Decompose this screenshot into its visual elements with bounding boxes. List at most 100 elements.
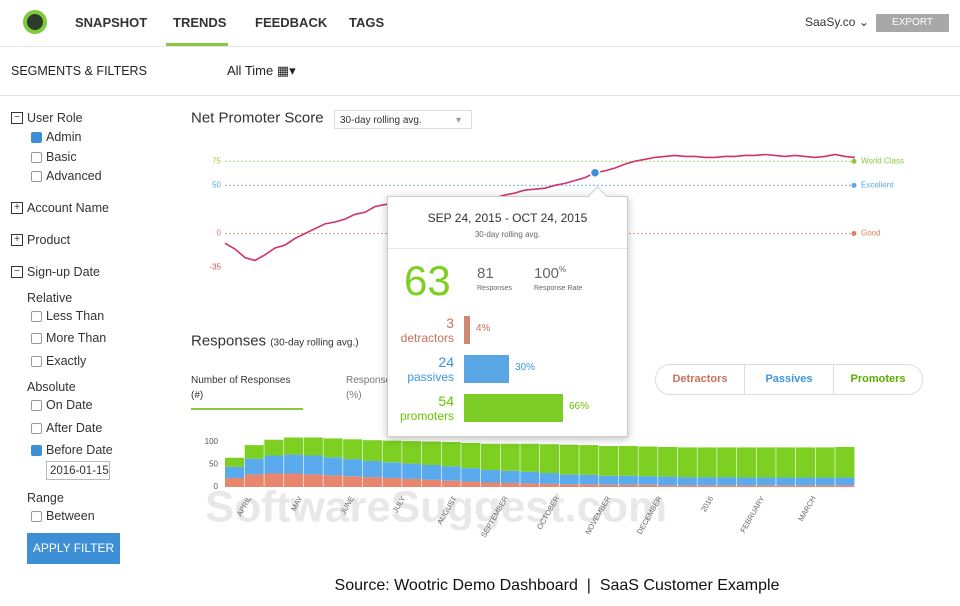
- checkbox[interactable]: [31, 422, 42, 434]
- rolling-select[interactable]: 30-day rolling avg. ▾: [334, 110, 472, 129]
- bar-segment: [421, 479, 441, 487]
- bar-segment: [284, 454, 304, 474]
- bar-segment: [225, 478, 245, 487]
- bar-segment: [835, 485, 855, 487]
- bar-segment: [815, 447, 835, 478]
- bar-segment: [559, 474, 579, 485]
- bar-segment: [697, 447, 717, 478]
- bar-segment: [835, 446, 855, 478]
- bar-segment: [717, 447, 737, 478]
- bar-segment: [520, 443, 540, 472]
- bar-segment: [776, 485, 796, 487]
- account-menu[interactable]: SaaSy.co ⌄: [805, 15, 869, 29]
- option-label: On Date: [46, 398, 93, 412]
- bar-segment: [343, 439, 363, 460]
- tab-label: Responses: [346, 375, 397, 386]
- threshold-dot: [851, 182, 857, 188]
- bar-segment: [225, 457, 245, 467]
- bar-segment: [795, 477, 816, 486]
- option-label: Basic: [46, 149, 77, 164]
- tab-unit: (#): [191, 390, 204, 401]
- bar-segment: [323, 475, 343, 487]
- active-tab-underline: [166, 43, 228, 46]
- checkbox[interactable]: [31, 355, 42, 367]
- bar-segment: [658, 485, 678, 487]
- bar-segment: [244, 474, 264, 487]
- bar-segment: [795, 485, 816, 487]
- bar-segment: [461, 468, 481, 482]
- checkbox[interactable]: [31, 151, 42, 163]
- tooltip-rate-label: Response Rate: [534, 285, 583, 292]
- nav-item[interactable]: FEEDBACK: [255, 15, 328, 30]
- bar-segment: [618, 475, 638, 485]
- expand-icon[interactable]: −: [11, 265, 23, 278]
- bar-segment: [677, 477, 697, 486]
- group-pct: 30%: [515, 362, 536, 373]
- checkbox[interactable]: [31, 171, 42, 182]
- series-filter-button[interactable]: Passives: [745, 365, 834, 394]
- bar-segment: [303, 437, 323, 456]
- bar-segment: [284, 437, 304, 455]
- top-nav: SaaSy.co ⌄ EXPORT SNAPSHOT TRENDS FEEDBACK…: [0, 0, 960, 47]
- group-name: passives: [407, 370, 454, 384]
- export-button[interactable]: EXPORT: [876, 14, 949, 32]
- checkbox[interactable]: [31, 132, 42, 143]
- checkbox[interactable]: [31, 310, 42, 322]
- tab-percent[interactable]: Responses (%): [346, 373, 396, 403]
- series-filter-button[interactable]: Promoters: [850, 373, 906, 385]
- bar-segment: [717, 477, 737, 486]
- bar-segment: [736, 485, 756, 487]
- bar-segment: [500, 470, 520, 483]
- bar-segment: [441, 480, 461, 487]
- bar-segment: [500, 482, 520, 487]
- nav-item[interactable]: SNAPSHOT: [75, 15, 148, 30]
- bar-segment: [343, 459, 363, 477]
- nav-item[interactable]: TAGS: [349, 15, 385, 30]
- checkbox[interactable]: [31, 333, 42, 344]
- divider: [388, 248, 627, 249]
- bar-segment: [579, 474, 599, 485]
- expand-icon[interactable]: −: [11, 112, 23, 124]
- bar-segment: [264, 455, 284, 474]
- period-select[interactable]: All Time ▦▾: [227, 63, 296, 78]
- tab-count[interactable]: Number of Responses (#): [191, 373, 291, 403]
- checkbox[interactable]: [31, 445, 42, 456]
- tab-unit: (%): [346, 390, 362, 401]
- tab-underline: [191, 408, 303, 410]
- apply-filter-button[interactable]: APPLY FILTER: [27, 533, 120, 564]
- bar-segment: [559, 444, 579, 475]
- bar-segment: [362, 460, 382, 478]
- bar-segment: [599, 446, 619, 476]
- bar-segment: [244, 445, 264, 459]
- period-label: All Time: [227, 63, 274, 78]
- y-tick-label: 75: [212, 156, 221, 165]
- month-label: FEBRUARY: [738, 494, 766, 534]
- series-filter-button[interactable]: Detractors: [656, 365, 745, 394]
- month-label: 2016: [699, 494, 715, 513]
- nav-item[interactable]: TRENDS: [173, 15, 227, 30]
- bar-segment: [658, 476, 678, 486]
- logo[interactable]: [23, 10, 47, 34]
- bar-segment: [520, 471, 540, 484]
- account-name: SaaSy.co: [805, 15, 856, 29]
- bar-segment: [618, 484, 638, 487]
- checkbox[interactable]: [31, 400, 42, 411]
- expand-icon[interactable]: +: [11, 201, 23, 214]
- tab-label: Number of Responses: [191, 375, 291, 386]
- bar-segment: [402, 463, 422, 479]
- bar-segment: [677, 485, 697, 487]
- tooltip-date: SEP 24, 2015 - OCT 24, 2015: [427, 211, 588, 225]
- tooltip: SEP 24, 2015 - OCT 24, 2015 30-day rolli…: [387, 196, 628, 437]
- group-pct: 4%: [476, 323, 491, 334]
- y-tick-label: -35: [209, 262, 221, 271]
- group-count: 54: [438, 393, 454, 409]
- option-label: More Than: [46, 331, 107, 345]
- date-input[interactable]: 2016-01-15: [46, 460, 110, 480]
- series-filter: Detractors Passives Promoters: [655, 364, 923, 395]
- expand-icon[interactable]: +: [11, 233, 23, 246]
- bar-segment: [500, 443, 520, 471]
- bar-segment: [736, 447, 756, 478]
- bar-segment: [323, 438, 343, 458]
- checkbox[interactable]: [31, 510, 42, 522]
